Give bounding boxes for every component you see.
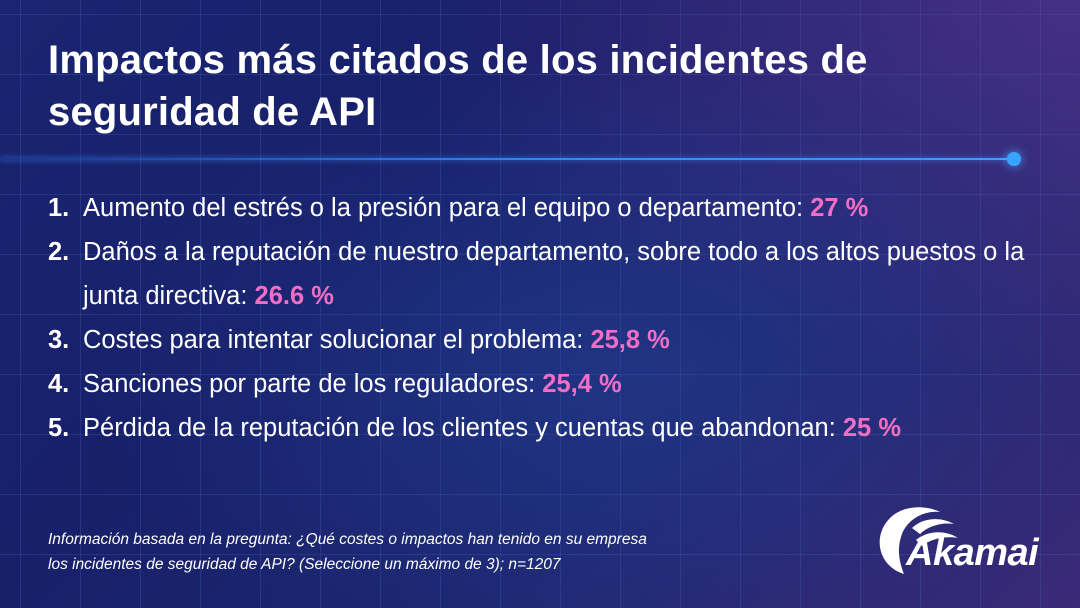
list-item: 3. Costes para intentar solucionar el pro…	[48, 318, 1048, 362]
list-item: 5. Pérdida de la reputación de los client…	[48, 406, 1048, 450]
footnote-line-2: los incidentes de seguridad de API? (Sel…	[48, 556, 561, 573]
item-percentage: 25,4 %	[542, 370, 622, 398]
logo-wordmark: Akamai	[906, 532, 1039, 574]
item-number: 1.	[48, 194, 70, 222]
item-number: 2.	[48, 238, 70, 266]
title-divider-line	[0, 158, 1014, 160]
title-line-1: Impactos más citados de los incidentes d…	[48, 38, 868, 82]
survey-footnote: Información basada en la pregunta: ¿Qué …	[48, 527, 838, 577]
akamai-swoosh-icon	[879, 507, 958, 574]
divider-dot-icon	[1007, 152, 1021, 166]
item-text: Aumento del estrés o la presión para el …	[83, 194, 811, 222]
item-text: Costes para intentar solucionar el probl…	[83, 326, 591, 354]
title-line-2: seguridad de API	[48, 90, 377, 134]
item-number: 4.	[48, 370, 70, 398]
impacts-list: 1. Aumento del estrés o la presión para e…	[48, 186, 1048, 450]
item-number: 3.	[48, 326, 70, 354]
page-title: Impactos más citados de los incidentes d…	[48, 34, 988, 138]
list-item: 2. Daños a la reputación de nuestro depar…	[48, 230, 1048, 318]
item-percentage: 26.6 %	[254, 282, 334, 310]
list-item: 1. Aumento del estrés o la presión para e…	[48, 186, 1048, 230]
item-text: Daños a la reputación de nuestro departa…	[83, 238, 1025, 310]
akamai-logo: Akamai	[868, 500, 1058, 590]
item-number: 5.	[48, 414, 70, 442]
item-percentage: 25,8 %	[590, 326, 670, 354]
item-percentage: 27 %	[810, 194, 869, 222]
footnote-line-1: Información basada en la pregunta: ¿Qué …	[48, 531, 647, 548]
item-percentage: 25 %	[842, 414, 901, 442]
list-item: 4. Sanciones por parte de los reguladores…	[48, 362, 1048, 406]
item-text: Pérdida de la reputación de los clientes…	[83, 414, 843, 442]
item-text: Sanciones por parte de los reguladores:	[83, 370, 543, 398]
